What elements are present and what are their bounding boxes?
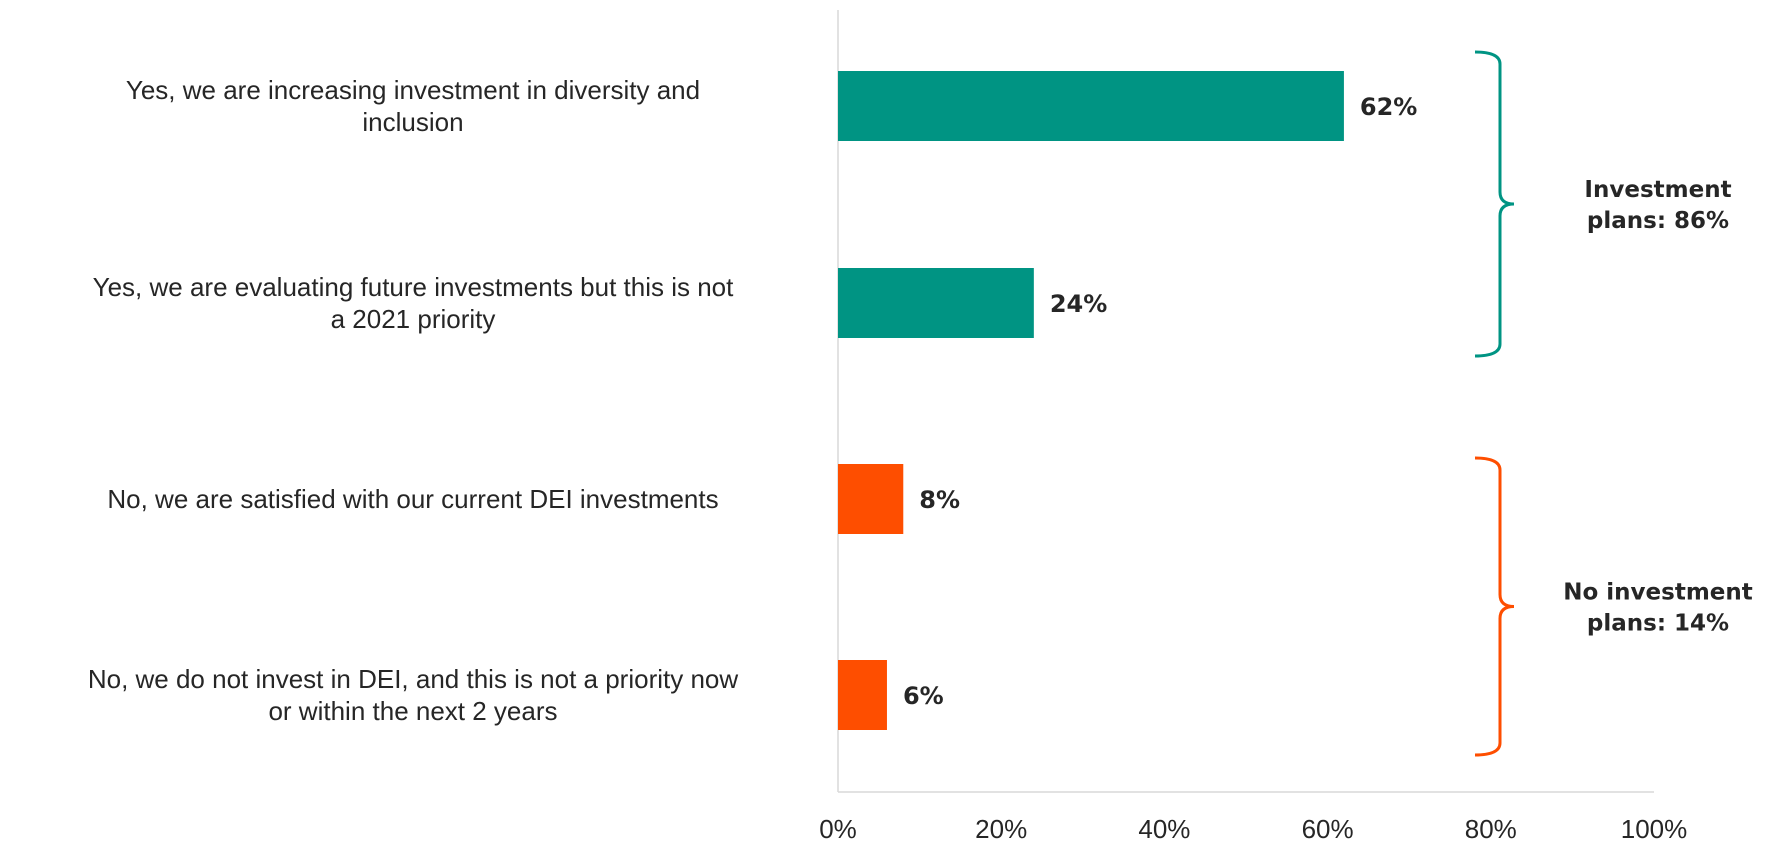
x-tick-label: 80% [1465, 814, 1517, 843]
group-brace [1474, 50, 1515, 358]
category-label-line: Yes, we are increasing investment in div… [126, 75, 700, 105]
bar [838, 464, 904, 534]
bar [838, 660, 887, 730]
bar [838, 71, 1344, 141]
bars-group [838, 71, 1344, 730]
group-label: Investment plans: 86% [1584, 177, 1731, 234]
category-label-line: inclusion [362, 107, 463, 137]
category-label: No, we do not invest in DEI, and this is… [88, 664, 739, 726]
category-label: Yes, we are evaluating future investment… [93, 272, 735, 334]
group-label-line: plans: 14% [1587, 611, 1729, 637]
data-label: 24% [1050, 290, 1107, 318]
category-label-line: a 2021 priority [331, 304, 496, 334]
data-label: 6% [903, 682, 944, 710]
group-label-line: plans: 86% [1587, 208, 1729, 234]
category-label-line: No, we are satisfied with our current DE… [107, 484, 718, 514]
category-label-line: or within the next 2 years [268, 696, 557, 726]
category-label-line: No, we do not invest in DEI, and this is… [88, 664, 739, 694]
axis-group: 0% 20% 40% 60% 80% 100% [819, 10, 1687, 843]
category-label: Yes, we are increasing investment in div… [126, 75, 700, 137]
brackets-group: Investment plans: 86% No investment plans: … [1474, 50, 1753, 757]
data-label: 62% [1360, 93, 1417, 121]
group-label: No investment plans: 14% [1563, 580, 1753, 637]
group-label-line: No investment [1563, 580, 1753, 606]
x-tick-label: 60% [1302, 814, 1354, 843]
labels-group: 62% Yes, we are increasing investment in … [88, 75, 1418, 726]
group-label-line: Investment [1584, 177, 1731, 203]
category-label-line: Yes, we are evaluating future investment… [93, 272, 735, 302]
x-tick-label: 100% [1621, 814, 1688, 843]
x-tick-label: 40% [1138, 814, 1190, 843]
data-label: 8% [919, 486, 960, 514]
group-brace [1474, 456, 1515, 757]
bar [838, 268, 1034, 338]
x-tick-label: 20% [975, 814, 1027, 843]
category-label: No, we are satisfied with our current DE… [107, 484, 718, 514]
x-tick-label: 0% [819, 814, 857, 843]
